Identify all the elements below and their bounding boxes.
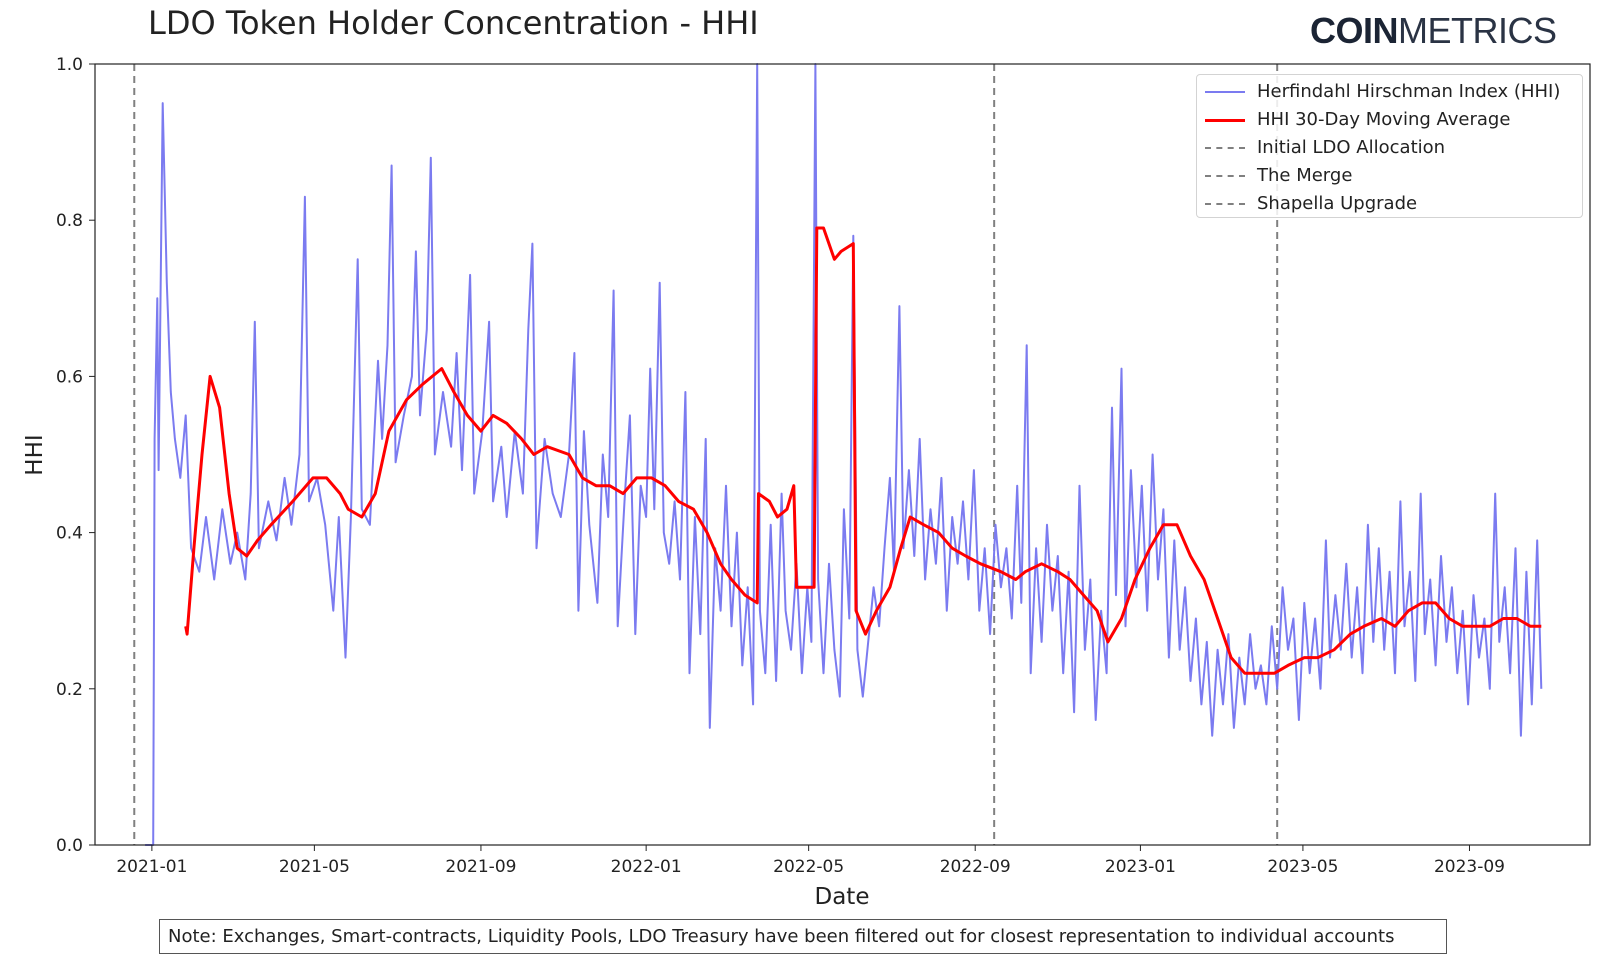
legend-label-shapella: Shapella Upgrade [1257,193,1418,214]
legend-label-the-merge: The Merge [1257,165,1353,186]
hhi-series-line [145,63,1543,846]
axis-ticks: 2021-01 2021-05 2021-09 2022-01 2022-05 2022-… [56,55,1505,877]
legend-item-hhi: Herfindahl Hirschman Index (HHI) [1197,79,1582,105]
moving-average-series-line [184,226,1542,675]
y-tick-label: 1.0 [56,55,83,75]
legend-item-initial-allocation: Initial LDO Allocation [1197,135,1582,161]
legend-item-shapella: Shapella Upgrade [1197,191,1582,217]
x-tick-label: 2022-09 [940,857,1011,877]
x-tick-label: 2022-01 [611,857,682,877]
x-tick-label: 2023-05 [1267,857,1338,877]
chart-legend: Herfindahl Hirschman Index (HHI) HHI 30-… [1196,74,1583,218]
event-lines [133,64,1279,845]
legend-label-initial-allocation: Initial LDO Allocation [1257,137,1446,158]
x-axis-label: Date [815,884,870,910]
x-tick-label: 2022-05 [773,857,844,877]
y-axis-label: HHI [22,434,48,475]
chart-title: LDO Token Holder Concentration - HHI [148,4,759,42]
y-tick-label: 0.4 [56,524,83,544]
legend-swatch-the-merge [1205,175,1245,177]
legend-item-moving-average: HHI 30-Day Moving Average [1197,107,1582,133]
plot-area-frame [94,63,1591,846]
coinmetrics-logo: COINMETRICS [1310,10,1557,52]
footnote: Note: Exchanges, Smart-contracts, Liquid… [159,919,1447,954]
legend-label-moving-average: HHI 30-Day Moving Average [1257,109,1511,130]
legend-item-the-merge: The Merge [1197,163,1582,189]
x-tick-label: 2021-05 [279,857,350,877]
y-tick-label: 0.2 [56,680,83,700]
y-tick-label: 0.8 [56,211,83,231]
hhi-chart: 2021-01 2021-05 2021-09 2022-01 2022-05 2022-… [22,55,1591,910]
x-tick-label: 2021-01 [116,857,187,877]
x-tick-label: 2023-09 [1434,857,1505,877]
x-tick-label: 2023-01 [1105,857,1176,877]
y-tick-label: 0.0 [56,836,83,856]
legend-swatch-shapella [1205,203,1245,205]
logo-bold-text: COIN [1310,10,1399,51]
logo-light-text: METRICS [1398,10,1557,51]
y-tick-label: 0.6 [56,367,83,387]
legend-swatch-hhi [1205,91,1245,93]
legend-swatch-initial-allocation [1205,147,1245,149]
x-tick-label: 2021-09 [445,857,516,877]
legend-swatch-moving-average [1205,119,1245,122]
legend-label-hhi: Herfindahl Hirschman Index (HHI) [1257,81,1561,102]
